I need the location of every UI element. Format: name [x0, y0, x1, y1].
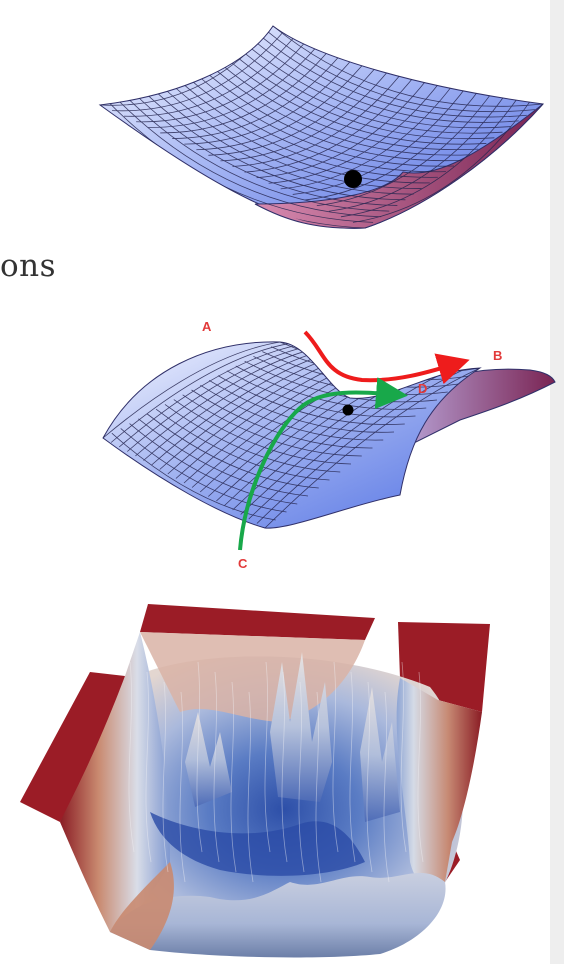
saddle-grid-line: [226, 370, 416, 418]
saddle-grid-line: [110, 342, 291, 443]
texture-stroke: [230, 681, 237, 873]
texture-stroke: [162, 681, 169, 873]
bowl-grid-line: [201, 58, 471, 156]
bowl-minimum-point: [344, 170, 362, 188]
bowl-grid-line: [136, 36, 311, 123]
texture-stroke: [298, 681, 305, 873]
texture-stroke: [400, 661, 407, 853]
bowl-grid-line: [146, 83, 414, 195]
bowl-grid-line: [196, 54, 372, 151]
saddle-grid-line: [118, 344, 301, 448]
bowl-grid-line: [280, 78, 458, 190]
bowl-grid-line: [225, 47, 495, 140]
bowl-grid-line: [352, 100, 532, 223]
green-path-arrow: [238, 377, 408, 551]
texture-stroke: [315, 691, 322, 883]
saddle-grid-line: [120, 428, 287, 513]
texture-stroke: [383, 691, 390, 883]
texture-stroke: [128, 661, 135, 853]
red-path-arrow: [303, 330, 470, 385]
saddle-surface: A B C D: [102, 319, 556, 571]
texture-stroke: [281, 671, 288, 863]
saddle-grid-line: [129, 423, 298, 505]
texture-stroke: [332, 661, 339, 853]
texture-stroke: [196, 661, 203, 853]
texture-stroke: [145, 671, 152, 863]
texture-stroke: [349, 671, 356, 863]
bowl-grid-line: [209, 54, 479, 151]
cliff-left: [60, 632, 170, 932]
bowl-grid: [100, 26, 543, 229]
bowl-grid-line: [249, 36, 519, 123]
bowl-grid-line: [292, 82, 470, 195]
bowl-grid-line: [124, 32, 298, 117]
bowl-grid-line: [148, 39, 323, 128]
partial-caption-text: ons: [0, 248, 57, 284]
bowl-grid-line: [170, 72, 438, 178]
bowl-grid-line: [272, 26, 543, 107]
bowl-grid-line: [160, 43, 335, 134]
saddle-grid-line: [135, 346, 321, 457]
texture-stroke: [179, 691, 186, 883]
saddle-grid-line: [138, 418, 309, 497]
saddle-grid-line: [182, 394, 362, 457]
label-a: A: [202, 319, 212, 334]
texture-stroke: [213, 671, 220, 863]
bowl-grid-line: [257, 32, 527, 118]
landscape-texture: [128, 661, 424, 883]
bowl-grid-line: [112, 29, 286, 112]
saddle-grid-line: [200, 384, 384, 441]
bowl-grid-line: [178, 68, 446, 173]
front-ridge: [110, 872, 446, 958]
saddle-point: [342, 404, 354, 416]
page-edge-strip: [550, 0, 564, 964]
bowl-grid-line: [256, 71, 433, 179]
saddle-grid-line: [111, 432, 276, 521]
label-c: C: [238, 556, 248, 571]
bowl-grid-line: [208, 57, 384, 156]
deep-valley-channel: [150, 812, 365, 876]
bowl-grid-line: [162, 75, 430, 184]
bowl-grid-line: [107, 101, 374, 223]
label-d: D: [418, 381, 427, 396]
bowl-grid-line: [340, 96, 519, 218]
bowl-grid-line: [316, 89, 495, 207]
bowl-grid-line: [115, 97, 382, 218]
front-cliff-left: [110, 862, 174, 950]
bowl-grid-line: [232, 64, 409, 167]
peak-cluster-center: [270, 652, 332, 802]
texture-stroke: [417, 671, 424, 863]
cliff-back: [140, 632, 365, 722]
texture-stroke: [366, 681, 373, 873]
bowl-grid-line: [220, 61, 397, 162]
peak-cluster-left: [185, 712, 232, 807]
plateau-top: [140, 604, 375, 640]
bowl-grid-line: [244, 68, 421, 173]
bowl-surface: [98, 25, 544, 229]
cliff-right: [396, 678, 482, 886]
bowl-grid-line: [268, 75, 446, 184]
bowl-grid-line: [194, 61, 463, 162]
bowl-grid-line: [131, 90, 398, 206]
bowl-grid-line: [328, 93, 507, 212]
saddle-grid-line: [155, 408, 330, 481]
bowl-grid-line: [172, 47, 347, 139]
saddle-grid-line: [127, 345, 311, 452]
bowl-grid-line: [304, 86, 482, 201]
plateau-left: [20, 672, 125, 822]
saddle-grid-line: [173, 399, 352, 465]
bowl-grid-line: [184, 50, 360, 145]
bowl-grid-line: [139, 86, 406, 201]
texture-stroke: [264, 661, 271, 853]
bowl-grid-line: [186, 65, 455, 167]
loss-landscape: [20, 604, 490, 958]
saddle-grid-line: [103, 341, 281, 439]
peak-cluster-right: [360, 687, 400, 822]
label-b: B: [493, 348, 502, 363]
texture-stroke: [247, 691, 254, 883]
saddle-grid-line: [164, 404, 341, 473]
